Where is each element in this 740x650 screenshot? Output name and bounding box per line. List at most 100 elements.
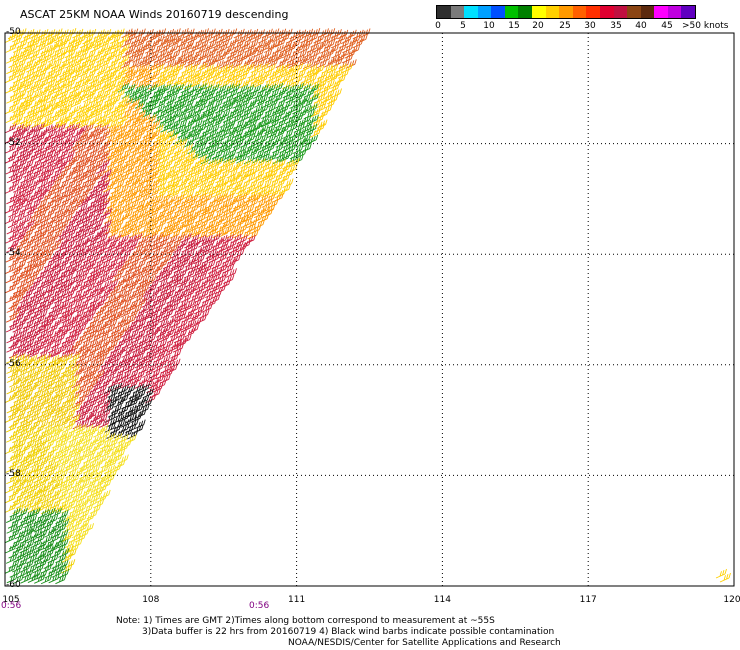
wind-barb <box>22 299 34 309</box>
wind-barb <box>86 498 98 508</box>
wind-barb <box>50 288 63 299</box>
wind-barb <box>216 43 228 54</box>
wind-barb <box>60 34 72 45</box>
wind-barb <box>112 218 125 228</box>
wind-barb <box>85 139 97 149</box>
wind-barb <box>212 179 224 189</box>
wind-barb <box>218 158 231 169</box>
wind-barb <box>132 153 144 164</box>
wind-barb <box>194 73 206 84</box>
wind-barb <box>274 178 286 188</box>
wind-barb <box>162 28 175 39</box>
wind-barb <box>165 164 177 175</box>
wind-barb <box>295 49 308 59</box>
wind-barb <box>160 113 172 124</box>
wind-barb <box>11 513 24 524</box>
wind-barb <box>127 258 139 269</box>
wind-barb <box>147 308 159 319</box>
wind-barb <box>93 169 105 180</box>
wind-barb <box>287 118 299 128</box>
wind-barb <box>20 44 32 55</box>
wind-barb <box>320 34 332 44</box>
wind-barb <box>145 103 157 113</box>
wind-barb <box>76 373 88 384</box>
wind-barb <box>170 109 182 120</box>
wind-barb <box>128 88 140 98</box>
wind-barb <box>86 398 98 409</box>
wind-barb <box>36 539 48 550</box>
wind-barb <box>44 507 56 518</box>
wind-barb <box>95 134 108 144</box>
wind-barb <box>313 64 325 75</box>
wind-barb <box>30 259 42 269</box>
wind-barb <box>189 238 201 249</box>
wind-barb <box>307 83 319 94</box>
wind-barb <box>191 188 203 199</box>
legend-swatch <box>437 6 451 18</box>
wind-barb <box>201 144 213 154</box>
wind-barb <box>221 142 234 153</box>
wind-barb <box>169 28 181 38</box>
wind-barb <box>78 238 90 248</box>
wind-barb <box>57 189 69 200</box>
wind-barb <box>64 439 77 449</box>
wind-barb <box>36 229 48 239</box>
wind-barb <box>125 134 137 144</box>
wind-barb <box>68 92 80 103</box>
wind-barb <box>198 248 210 258</box>
wind-barb <box>6 194 18 205</box>
wind-barb <box>35 478 47 489</box>
wind-barb <box>202 182 214 193</box>
wind-barb <box>128 59 140 69</box>
wind-barb <box>118 412 130 423</box>
wind-barb <box>247 68 259 79</box>
wind-barb <box>169 168 181 179</box>
wind-barb <box>57 438 69 448</box>
wind-barb <box>56 159 69 169</box>
wind-barb <box>95 323 108 333</box>
wind-barb <box>219 48 231 58</box>
wind-barb <box>162 368 174 378</box>
wind-barb <box>16 269 28 279</box>
wind-barb <box>44 309 56 320</box>
wind-barb <box>177 249 189 260</box>
wind-barb <box>296 39 308 49</box>
wind-barb <box>215 173 227 184</box>
wind-barb <box>118 223 130 233</box>
wind-barb <box>233 108 245 119</box>
wind-barb <box>75 444 87 454</box>
wind-barb <box>90 413 102 423</box>
wind-barb <box>209 294 221 304</box>
longitude-label: 114 <box>433 595 451 605</box>
wind-barb <box>39 294 51 305</box>
wind-barb <box>209 194 221 204</box>
wind-barb <box>29 318 42 329</box>
wind-barb <box>212 59 224 70</box>
wind-barb <box>135 248 147 258</box>
wind-barb <box>16 428 28 438</box>
wind-barb <box>275 68 287 79</box>
wind-barb <box>37 78 49 89</box>
wind-barb <box>37 279 49 289</box>
wind-barb <box>44 528 56 538</box>
wind-barb <box>36 309 48 320</box>
wind-barb <box>6 243 18 253</box>
wind-barb <box>5 293 17 304</box>
wind-barb <box>141 238 153 249</box>
legend-tick: 35 <box>610 21 622 31</box>
wind-barb <box>33 424 45 434</box>
wind-barb <box>43 278 55 289</box>
wind-barb <box>142 158 154 168</box>
wind-barb <box>142 388 154 399</box>
wind-barb <box>124 273 136 283</box>
wind-barb <box>110 204 122 214</box>
wind-barb <box>195 83 207 93</box>
wind-barb <box>106 239 118 250</box>
wind-barb <box>163 358 175 368</box>
wind-barb <box>131 264 143 274</box>
wind-barb <box>121 348 133 358</box>
wind-barb <box>106 288 119 299</box>
wind-barb <box>90 232 102 243</box>
wind-barb <box>20 574 32 584</box>
wind-barb <box>219 219 231 230</box>
